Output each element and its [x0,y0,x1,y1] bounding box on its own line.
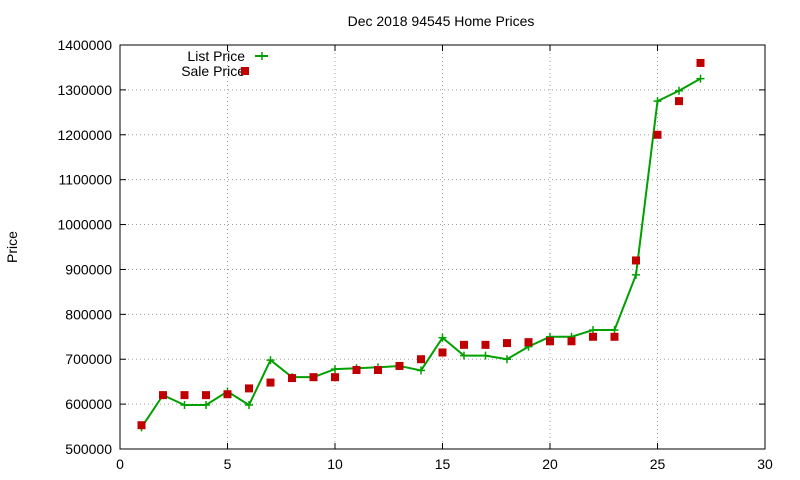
list-price-point [202,401,210,410]
list-price-point [438,333,447,342]
y-axis-label: Price [4,231,20,263]
sale-price-point [589,332,597,341]
list-price-point [331,365,339,374]
y-tick-label: 800000 [65,306,112,322]
list-price-point [417,366,425,375]
y-tick-label: 1000000 [57,217,112,233]
x-tick-label: 5 [224,456,232,472]
legend-label-sale-price: Sale Price [181,63,245,79]
x-tick-label: 0 [116,456,124,472]
sale-price-point [481,340,490,349]
sale-price-point [460,340,468,349]
y-tick-label: 600000 [65,396,112,412]
list-price-point [632,270,640,279]
x-tick-label: 30 [757,456,773,472]
sale-price-point [653,130,662,139]
sale-price-point [632,256,640,265]
y-tick-label: 900000 [65,261,112,277]
y-tick-label: 1400000 [57,37,112,53]
x-axis-tick-labels: 0 5 10 15 20 25 30 [116,456,773,472]
y-tick-label: 1200000 [57,127,112,143]
x-tick-label: 25 [650,456,666,472]
sale-price-point [395,361,404,370]
sale-price-point [675,97,683,106]
list-price-point [245,401,253,410]
sale-price-point [374,365,382,374]
sale-price-point [288,374,296,383]
legend-marker-sale-price [241,67,249,75]
x-tick-label: 10 [327,456,343,472]
y-tick-label: 500000 [65,441,112,457]
grid-lines [120,45,765,449]
legend: List Price Sale Price [181,48,268,79]
list-price-point [589,326,597,335]
axis-ticks [119,44,766,450]
list-price-point [675,86,683,95]
list-price-point [653,97,662,106]
sale-price-point [245,384,253,393]
legend-label-list-price: List Price [187,48,245,64]
sale-price-point [546,337,554,346]
list-price-point [610,326,619,335]
sale-price-point [309,373,318,382]
sale-price-point [159,391,167,400]
data-series [137,58,705,432]
list-price-point [266,356,275,365]
y-axis-tick-labels: 500000 600000 700000 800000 900000 1000000 110… [57,37,112,457]
sale-price-point [137,421,146,430]
sale-price-point [696,58,705,67]
y-tick-label: 1100000 [59,172,113,188]
list-price-point [460,351,468,360]
sale-price-point [223,390,232,399]
chart-title: Dec 2018 94545 Home Prices [348,13,535,29]
list-price-point [180,401,189,410]
sale-price-point [331,373,339,382]
list-price-line [140,77,701,429]
x-tick-label: 15 [435,456,451,472]
list-price-point [481,351,490,360]
legend-marker-list-price [258,52,266,60]
sale-price-point [567,337,576,346]
x-tick-label: 20 [542,456,558,472]
y-tick-label: 700000 [65,351,112,367]
y-tick-label: 1300000 [57,82,112,98]
sale-price-point [438,348,447,357]
sale-price-point [610,332,619,341]
list-price-point [503,355,511,364]
sale-price-point [503,339,511,348]
list-price-point [696,74,705,83]
sale-price-point [266,378,275,387]
sale-price-point [202,391,210,400]
sale-price-point [524,338,533,347]
sale-price-point [180,391,189,400]
sale-price-point [352,365,361,374]
sale-price-point [417,355,425,364]
